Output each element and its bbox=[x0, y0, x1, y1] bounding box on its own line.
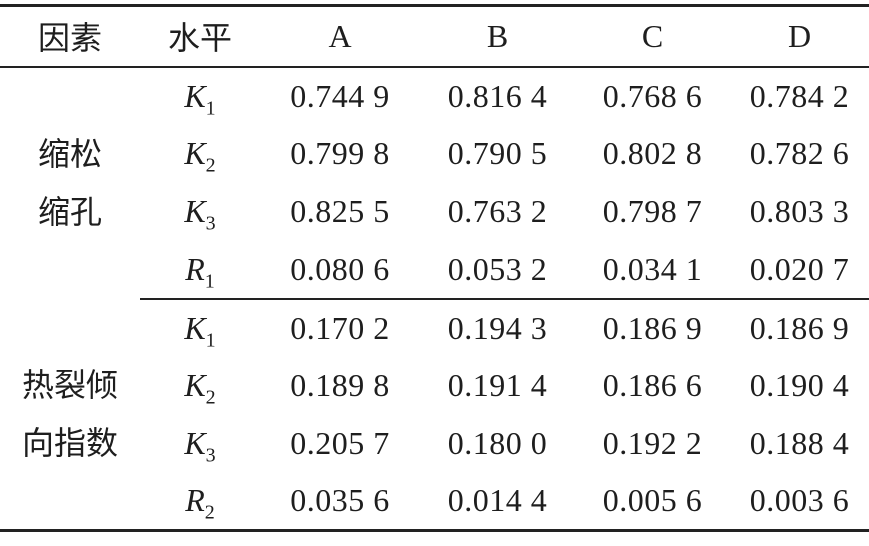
table-row: K2 0.189 8 0.191 4 0.186 6 0.190 4 bbox=[0, 357, 869, 415]
group-shrinkage: 缩松 缩孔 K1 0.744 9 0.816 4 0.768 6 0.784 2… bbox=[0, 67, 869, 300]
value-cell: 0.170 2 bbox=[290, 309, 390, 346]
header-row: 因素 水平 A B C D bbox=[0, 5, 869, 68]
value-cell: 0.191 4 bbox=[447, 367, 548, 403]
orthogonal-results-table-container: 因素 水平 A B C D 缩松 缩孔 K1 0.744 9 0.816 4 0… bbox=[0, 4, 869, 532]
value-cell: 0.768 6 bbox=[602, 77, 703, 114]
value-cell: 0.799 8 bbox=[290, 135, 390, 171]
level-subscript: 1 bbox=[205, 328, 216, 351]
level-cell: K2 bbox=[140, 125, 260, 183]
value-cell: 0.005 6 bbox=[602, 482, 703, 519]
value-cell: 0.803 3 bbox=[749, 193, 850, 229]
value-cell: 0.053 2 bbox=[420, 240, 575, 300]
level-subscript: 1 bbox=[204, 269, 215, 292]
level-subscript: 3 bbox=[205, 212, 216, 235]
level-subscript: 2 bbox=[204, 501, 215, 524]
value-cell: 0.763 2 bbox=[447, 193, 548, 229]
header-col-a: A bbox=[260, 5, 420, 68]
value-cell: 0.205 7 bbox=[290, 425, 390, 461]
factor-cell-shrinkage: 缩松 缩孔 bbox=[0, 67, 140, 299]
factor-label-line1: 缩松 bbox=[37, 136, 102, 172]
table-row: R1 0.080 6 0.053 2 0.034 1 0.020 7 bbox=[0, 240, 869, 300]
level-subscript: 3 bbox=[205, 444, 216, 467]
value-cell: 0.186 9 bbox=[602, 309, 703, 346]
value-cell: 0.784 2 bbox=[749, 77, 850, 114]
level-subscript: 2 bbox=[205, 154, 216, 177]
value-cell: 0.192 2 bbox=[602, 425, 703, 461]
factor-label-line1: 热裂倾 bbox=[21, 366, 118, 403]
level-symbol: K bbox=[184, 367, 206, 403]
value-cell: 0.798 7 bbox=[602, 193, 703, 229]
level-subscript: 1 bbox=[205, 96, 216, 119]
table-row: K3 0.205 7 0.180 0 0.192 2 0.188 4 bbox=[0, 415, 869, 473]
value-cell: 0.014 4 bbox=[447, 482, 548, 519]
header-level: 水平 bbox=[140, 5, 260, 68]
value-cell: 0.816 4 bbox=[447, 77, 548, 114]
header-col-c: C bbox=[575, 5, 730, 68]
level-symbol: R bbox=[185, 250, 205, 287]
value-cell: 0.186 9 bbox=[749, 309, 850, 346]
value-cell: 0.189 8 bbox=[290, 367, 390, 403]
level-symbol: K bbox=[184, 193, 206, 229]
header-col-b: B bbox=[420, 5, 575, 68]
table-row: K2 0.799 8 0.790 5 0.802 8 0.782 6 bbox=[0, 125, 869, 183]
value-cell: 0.194 3 bbox=[447, 309, 548, 346]
level-cell: K3 bbox=[140, 415, 260, 473]
level-cell: K1 bbox=[140, 67, 260, 125]
level-cell: K3 bbox=[140, 183, 260, 241]
value-cell: 0.825 5 bbox=[290, 193, 390, 229]
value-cell: 0.034 1 bbox=[575, 240, 730, 300]
value-cell: 0.180 0 bbox=[447, 425, 548, 461]
level-symbol: K bbox=[184, 309, 206, 346]
level-cell: R1 bbox=[140, 240, 260, 300]
value-cell: 0.188 4 bbox=[749, 425, 850, 461]
group-hot-tearing: 热裂倾 向指数 K1 0.170 2 0.194 3 0.186 9 0.186… bbox=[0, 299, 869, 531]
table-row: 热裂倾 向指数 K1 0.170 2 0.194 3 0.186 9 0.186… bbox=[0, 299, 869, 461]
header-col-d: D bbox=[730, 5, 869, 68]
table-row: R2 0.035 6 0.014 4 0.005 6 0.003 6 bbox=[0, 473, 869, 531]
value-cell: 0.186 6 bbox=[602, 367, 703, 403]
factor-label-line2: 缩孔 bbox=[37, 194, 102, 230]
level-subscript: 2 bbox=[205, 386, 216, 409]
value-cell: 0.782 6 bbox=[749, 135, 850, 171]
orthogonal-results-table: 因素 水平 A B C D 缩松 缩孔 K1 0.744 9 0.816 4 0… bbox=[0, 4, 869, 532]
value-cell: 0.802 8 bbox=[602, 135, 703, 171]
level-symbol: K bbox=[184, 425, 206, 461]
factor-label-line2: 向指数 bbox=[21, 424, 118, 461]
table-row: K3 0.825 5 0.763 2 0.798 7 0.803 3 bbox=[0, 183, 869, 241]
level-symbol: K bbox=[184, 135, 206, 171]
value-cell: 0.080 6 bbox=[260, 240, 420, 300]
value-cell: 0.035 6 bbox=[290, 482, 390, 519]
value-cell: 0.190 4 bbox=[749, 367, 850, 403]
value-cell: 0.003 6 bbox=[749, 482, 850, 519]
level-cell: K1 bbox=[140, 299, 260, 357]
value-cell: 0.744 9 bbox=[290, 77, 390, 114]
header-factor: 因素 bbox=[0, 5, 140, 68]
level-symbol: R bbox=[185, 482, 205, 519]
table-header: 因素 水平 A B C D bbox=[0, 5, 869, 68]
factor-cell-hot-tearing: 热裂倾 向指数 bbox=[0, 299, 140, 531]
level-cell: K2 bbox=[140, 357, 260, 415]
level-symbol: K bbox=[184, 77, 206, 114]
value-cell: 0.790 5 bbox=[447, 135, 548, 171]
value-cell: 0.020 7 bbox=[730, 240, 869, 300]
table-row: 缩松 缩孔 K1 0.744 9 0.816 4 0.768 6 0.784 2 bbox=[0, 67, 869, 231]
level-cell: R2 bbox=[140, 473, 260, 531]
